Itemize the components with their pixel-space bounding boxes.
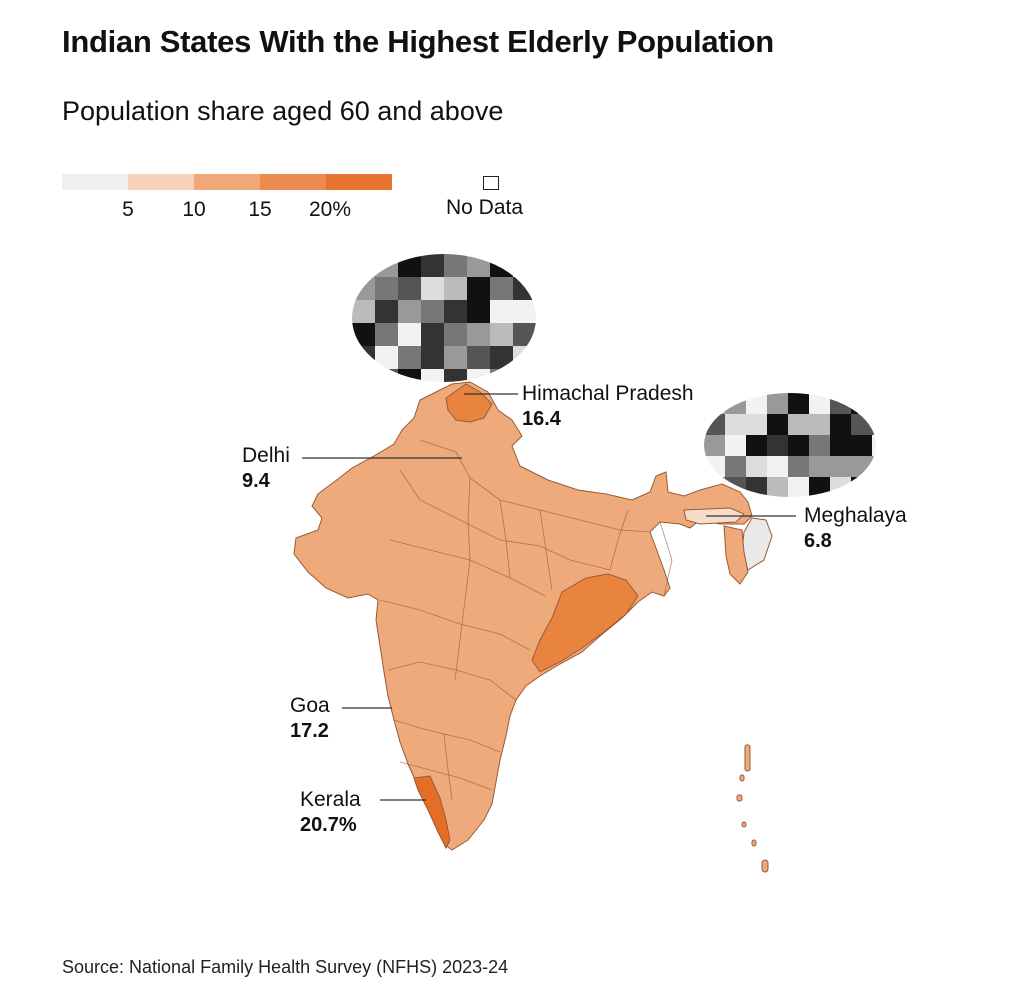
callout-meghalaya-value: 6.8 bbox=[804, 530, 832, 552]
callout-kerala: Kerala 20.7% bbox=[300, 788, 361, 838]
legend-swatch-3 bbox=[194, 174, 260, 190]
callout-himachal-pradesh-value: 16.4 bbox=[522, 408, 561, 430]
state-northeast-lower bbox=[723, 525, 749, 585]
callout-meghalaya: Meghalaya 6.8 bbox=[804, 504, 907, 554]
legend-tick-10: 10 bbox=[182, 198, 206, 221]
legend-swatch-5 bbox=[326, 174, 392, 190]
legend-color-bar bbox=[62, 174, 392, 190]
callout-kerala-name: Kerala bbox=[300, 788, 361, 811]
callout-kerala-value: 20.7% bbox=[300, 814, 357, 836]
andaman-nicobar-islands bbox=[736, 744, 769, 873]
callout-delhi: Delhi 9.4 bbox=[242, 444, 290, 494]
legend-tick-20: 20% bbox=[308, 198, 352, 221]
callout-goa: Goa 17.2 bbox=[290, 694, 330, 744]
pixelated-patch-northeast bbox=[704, 393, 876, 497]
pixelated-patch-north bbox=[352, 254, 536, 382]
callout-delhi-name: Delhi bbox=[242, 444, 290, 467]
chart-subtitle: Population share aged 60 and above bbox=[62, 96, 504, 126]
legend-swatch-1 bbox=[62, 174, 128, 190]
no-data-swatch bbox=[483, 176, 499, 190]
no-data-legend: No Data bbox=[446, 174, 546, 234]
legend-swatch-4 bbox=[260, 174, 326, 190]
callout-goa-name: Goa bbox=[290, 694, 330, 717]
callout-himachal-pradesh: Himachal Pradesh 16.4 bbox=[522, 382, 694, 432]
state-odisha bbox=[531, 573, 639, 673]
legend-swatch-2 bbox=[128, 174, 194, 190]
callout-goa-value: 17.2 bbox=[290, 720, 329, 742]
legend-tick-5: 5 bbox=[122, 198, 134, 221]
chart-title: Indian States With the Highest Elderly P… bbox=[62, 24, 774, 59]
state-mainland bbox=[293, 381, 753, 851]
callout-delhi-value: 9.4 bbox=[242, 470, 270, 492]
state-no-data bbox=[741, 517, 773, 571]
no-data-label: No Data bbox=[446, 196, 524, 219]
callout-meghalaya-name: Meghalaya bbox=[804, 504, 907, 527]
state-borders bbox=[379, 439, 673, 801]
callout-leaders bbox=[302, 393, 796, 801]
legend-tick-15: 15 bbox=[248, 198, 272, 221]
source-note: Source: National Family Health Survey (N… bbox=[62, 957, 509, 977]
color-legend: 5 10 15 20% bbox=[62, 174, 402, 234]
callout-himachal-pradesh-name: Himachal Pradesh bbox=[522, 382, 694, 405]
